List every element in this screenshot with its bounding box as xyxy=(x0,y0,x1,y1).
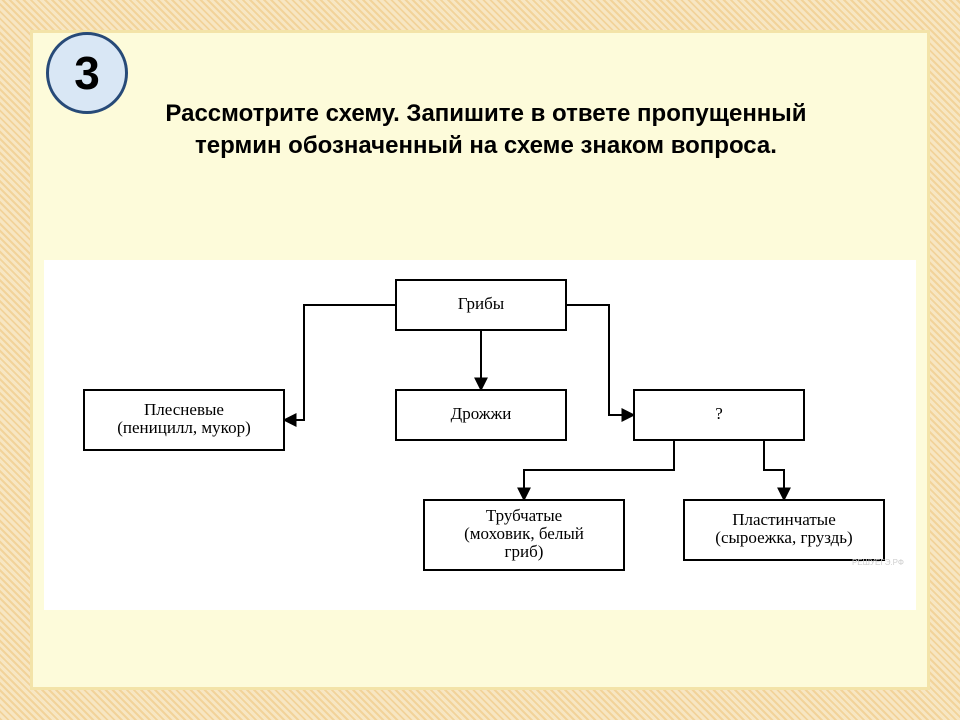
node-label-mold-l0: Плесневые xyxy=(144,400,224,419)
node-label-tub-l2: гриб) xyxy=(505,542,544,561)
node-label-tub-l1: (моховик, белый xyxy=(464,524,584,543)
flowchart-svg: Грибы Плесневые(пеницилл, мукор) Дрожжи? Тр… xyxy=(44,260,916,610)
watermark: РЕШУЕГЭ.РФ xyxy=(852,558,904,567)
question-number: 3 xyxy=(74,46,100,100)
slide-outer: 3 Рассмотрите схему. Запишите в ответе п… xyxy=(0,0,960,720)
prompt-line-2: термин обозначенный на схеме знаком вопр… xyxy=(195,132,777,159)
prompt-text: Рассмотрите схему. Запишите в ответе про… xyxy=(30,30,930,163)
node-plate: Пластинчатые(сыроежка, груздь) xyxy=(684,500,884,560)
node-tub: Трубчатые(моховик, белыйгриб) xyxy=(424,500,624,570)
node-label-plate-l0: Пластинчатые xyxy=(732,510,836,529)
node-label-q-l0: ? xyxy=(715,404,723,423)
edge-q-tub xyxy=(524,440,674,500)
prompt-line-1: Рассмотрите схему. Запишите в ответе про… xyxy=(165,100,806,127)
node-root: Грибы xyxy=(396,280,566,330)
node-mold: Плесневые(пеницилл, мукор) xyxy=(84,390,284,450)
edge-root-q xyxy=(566,305,634,415)
node-label-mold-l1: (пеницилл, мукор) xyxy=(117,418,250,437)
node-label-root-l0: Грибы xyxy=(458,294,505,313)
diagram-panel: Грибы Плесневые(пеницилл, мукор) Дрожжи? Тр… xyxy=(44,260,916,610)
node-yeast: Дрожжи xyxy=(396,390,566,440)
node-label-yeast-l0: Дрожжи xyxy=(451,404,512,423)
node-label-plate-l1: (сыроежка, груздь) xyxy=(715,528,852,547)
edge-q-plate xyxy=(764,440,784,500)
node-q: ? xyxy=(634,390,804,440)
node-label-tub-l0: Трубчатые xyxy=(486,506,562,525)
edge-root-mold xyxy=(284,305,396,420)
question-number-badge: 3 xyxy=(46,32,128,114)
slide-inner: 3 Рассмотрите схему. Запишите в ответе п… xyxy=(30,30,930,690)
